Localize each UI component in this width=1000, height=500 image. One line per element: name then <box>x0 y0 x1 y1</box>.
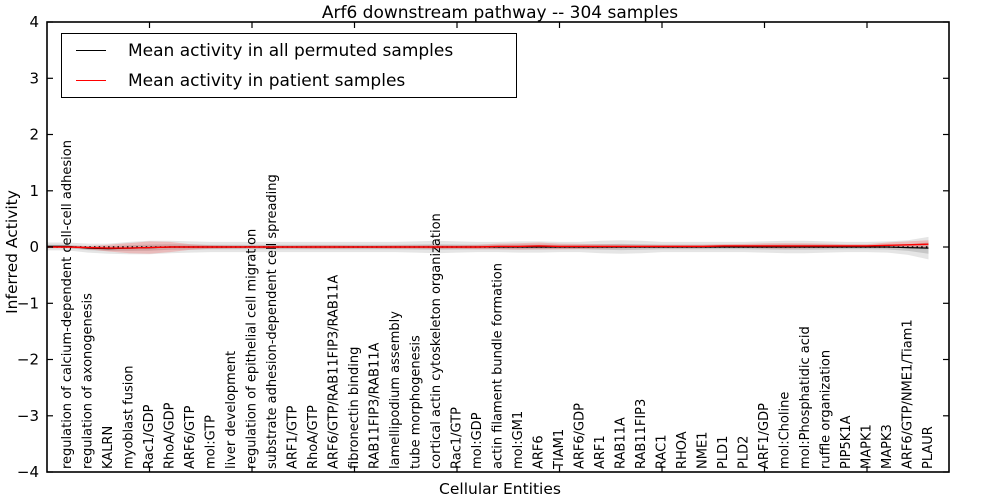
x-category-label: PLD2 <box>737 436 752 469</box>
x-category-label: PLAUR <box>921 426 936 469</box>
x-category-label: mol:GDP <box>470 412 485 469</box>
x-category-label: RAC1 <box>655 434 670 469</box>
chart-title: Arf6 downstream pathway -- 304 samples <box>321 3 679 23</box>
x-category-label: PLD1 <box>716 436 731 469</box>
y-tick-label: 1 <box>29 182 39 200</box>
x-category-label: TIAM1 <box>552 429 567 470</box>
x-category-label: Rac1/GTP <box>450 407 465 469</box>
line-patient-mean <box>47 243 929 249</box>
x-category-label: ARF1/GDP <box>757 403 772 469</box>
x-category-label: mol:GM1 <box>511 411 526 469</box>
x-category-label: NME1 <box>696 432 711 469</box>
x-category-label: myoblast fusion <box>122 365 137 469</box>
x-category-label: ARF1/GTP <box>286 405 301 469</box>
x-category-label: PIP5K1A <box>839 415 854 469</box>
x-category-label: RhoA/GDP <box>163 402 178 469</box>
y-tick-label: −2 <box>17 351 39 369</box>
x-category-label: ARF6/GTP/RAB11FIP3/RAB11A <box>327 275 342 469</box>
x-category-label: ARF6/GTP/NME1/Tiam1 <box>901 319 916 469</box>
legend-line-permuted-icon <box>76 50 106 51</box>
band-permuted-outer <box>47 236 929 260</box>
x-category-label: lamellipodium assembly <box>388 311 403 469</box>
x-category-label: mol:GTP <box>204 415 219 469</box>
x-category-label: tube morphogenesis <box>409 335 424 469</box>
legend-label-permuted: Mean activity in all permuted samples <box>128 40 454 61</box>
y-tick-label: −1 <box>17 294 39 312</box>
x-category-label: MAPK1 <box>860 424 875 469</box>
x-category-label: actin filament bundle formation <box>491 263 506 469</box>
x-axis-label: Cellular Entities <box>439 480 561 498</box>
x-category-label: regulation of axonogenesis <box>81 293 96 469</box>
x-category-label: RAB11A <box>614 417 629 469</box>
y-axis-label: Inferred Activity <box>3 190 21 314</box>
x-category-label: ARF6/GTP <box>183 405 198 469</box>
legend-item-patient: Mean activity in patient samples <box>62 70 516 92</box>
legend-line-patient-icon <box>76 80 106 81</box>
x-category-label: ARF6 <box>532 435 547 469</box>
x-category-label: fibronectin binding <box>347 347 362 469</box>
x-category-label: ARF1 <box>593 435 608 469</box>
y-tick-label: 2 <box>29 126 39 144</box>
x-category-label: mol:Choline <box>778 392 793 469</box>
x-category-label: regulation of epithelial cell migration <box>245 229 260 469</box>
x-category-label: liver development <box>224 351 239 469</box>
x-category-label: mol:Phosphatidic acid <box>798 326 813 469</box>
y-tick-label: 3 <box>29 69 39 87</box>
x-category-label: RhoA/GTP <box>306 405 321 469</box>
band-permuted-inner <box>47 242 929 254</box>
x-category-label: regulation of calcium-dependent cell-cel… <box>60 140 75 469</box>
x-category-label: ARF6/GDP <box>573 403 588 469</box>
legend-label-patient: Mean activity in patient samples <box>128 70 406 91</box>
x-category-label: ruffle organization <box>819 350 834 469</box>
y-tick-label: −4 <box>17 463 39 481</box>
x-category-label: Rac1/GDP <box>142 404 157 469</box>
x-category-label: substrate adhesion-dependent cell spread… <box>265 174 280 469</box>
legend-box: Mean activity in all permuted samples Me… <box>61 33 517 98</box>
x-category-label: RHOA <box>675 431 690 469</box>
y-tick-label: 4 <box>29 13 39 31</box>
legend-item-permuted: Mean activity in all permuted samples <box>62 40 516 62</box>
x-category-label: cortical actin cytoskeleton organization <box>429 213 444 469</box>
x-category-label: MAPK3 <box>880 424 895 469</box>
x-category-label: RAB11FIP3 <box>634 399 649 469</box>
x-category-label: RAB11FIP3/RAB11A <box>368 342 383 469</box>
x-category-label: KALRN <box>101 426 116 469</box>
y-tick-label: −3 <box>17 407 39 425</box>
y-tick-label: 0 <box>29 238 39 256</box>
